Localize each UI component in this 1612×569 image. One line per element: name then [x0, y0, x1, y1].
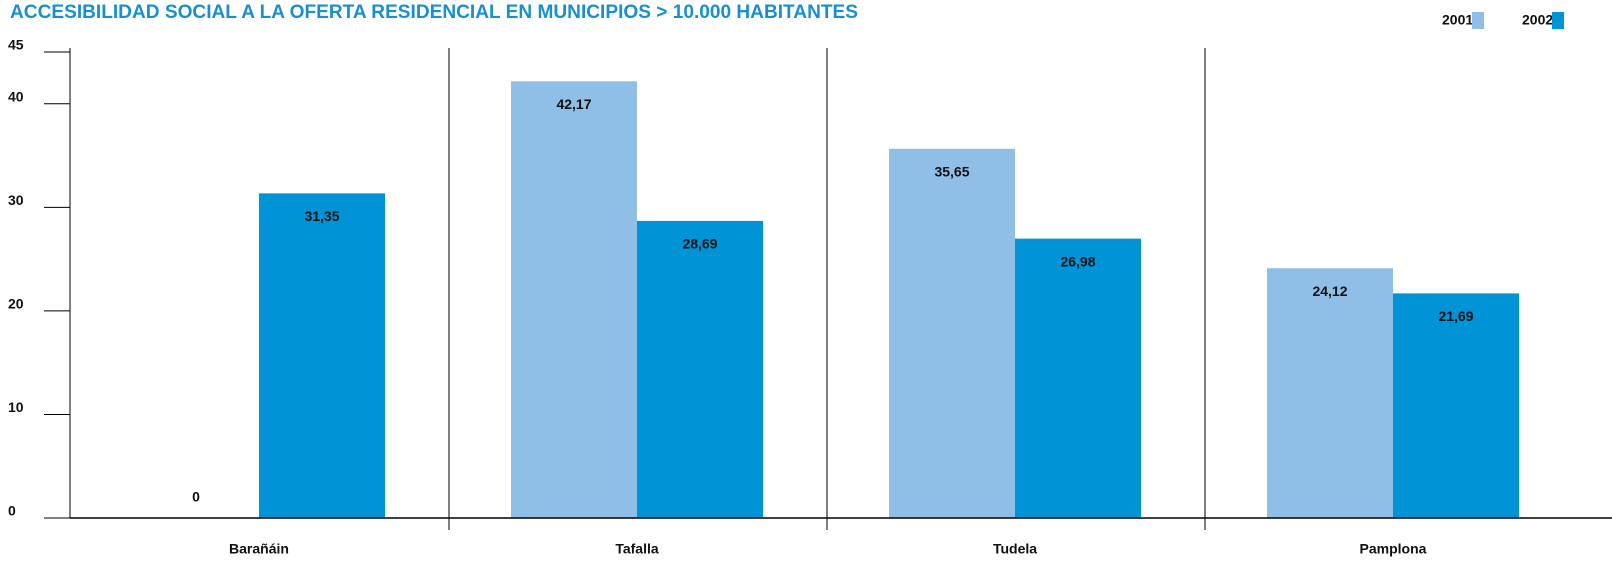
bar [259, 193, 385, 518]
legend-swatch [1552, 12, 1564, 29]
value-label: 28,69 [682, 236, 717, 252]
legend-label: 2002 [1522, 12, 1553, 28]
legend-label: 2001 [1442, 12, 1473, 28]
value-label: 26,98 [1060, 253, 1095, 269]
x-tick-label: Tafalla [615, 541, 659, 557]
x-tick-label: Barañáin [229, 541, 289, 557]
x-tick-label: Tudela [993, 541, 1037, 557]
x-tick-label: Pamplona [1360, 541, 1427, 557]
bar [1393, 293, 1519, 518]
bar [637, 220, 763, 518]
bar [1267, 268, 1393, 518]
legend-swatch [1472, 12, 1484, 29]
value-label: 31,35 [304, 208, 339, 224]
value-label: 35,65 [934, 164, 969, 180]
y-tick-label: 30 [8, 192, 24, 208]
bar [889, 148, 1015, 518]
value-label: 42,17 [556, 96, 591, 112]
y-tick-label: 0 [8, 503, 16, 519]
bar [1015, 238, 1141, 518]
y-tick-label: 45 [8, 37, 24, 53]
value-label: 24,12 [1312, 283, 1347, 299]
value-label: 21,69 [1438, 308, 1473, 324]
y-tick-label: 10 [8, 399, 24, 415]
value-label: 0 [192, 489, 200, 505]
bar [511, 81, 637, 519]
y-tick-label: 40 [8, 88, 24, 104]
y-tick-label: 20 [8, 296, 24, 312]
chart-title: ACCESIBILIDAD SOCIAL A LA OFERTA RESIDEN… [10, 2, 858, 23]
